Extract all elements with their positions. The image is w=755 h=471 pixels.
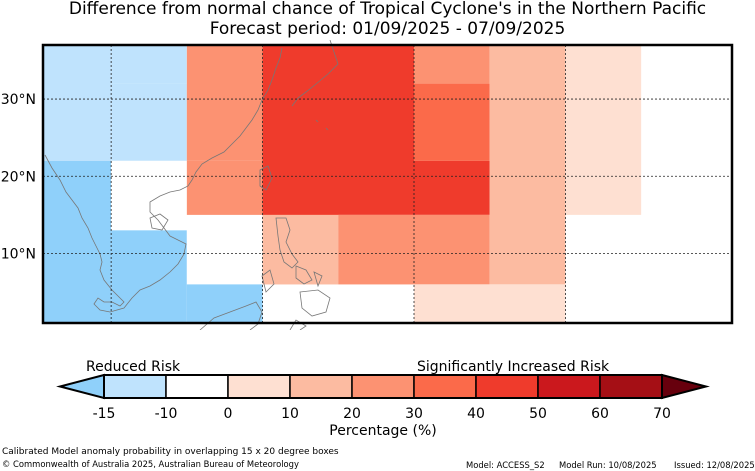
risk-cells (43, 45, 732, 323)
risk-map: 100°E120°E140°E160°E30°N20°N10°N (1, 40, 734, 330)
colorbar-bin (289, 374, 353, 399)
coastline-japan (291, 40, 339, 107)
lat-tick-label: 20°N (1, 169, 36, 185)
risk-cell (111, 45, 187, 84)
colorbar-bin (103, 374, 167, 399)
risk-cell (489, 45, 566, 285)
coastline-luzon (275, 217, 299, 269)
coastline-mainland (44, 47, 283, 313)
colorbar-bin (351, 374, 415, 399)
colorbar-tick-label: 40 (467, 406, 485, 422)
risk-cell (414, 214, 490, 285)
colorbar-tick-label: 30 (405, 406, 423, 422)
colorbar-bin (599, 374, 663, 399)
risk-cell (111, 230, 187, 323)
coastline-ryukyu (315, 119, 329, 131)
risk-cell (338, 214, 414, 285)
colorbar-axis-label: Percentage (%) (329, 423, 436, 439)
risk-cell (262, 45, 414, 215)
coastline-mindanao (299, 289, 331, 317)
coastline-palawan (261, 269, 275, 293)
colorbar-tick-label: 60 (591, 406, 609, 422)
lat-tick-label: 10°N (1, 247, 36, 263)
risk-cell (641, 45, 732, 323)
coastline-hainan (149, 213, 169, 231)
colorbar-bins (56, 373, 710, 400)
map-title: Difference from normal chance of Tropica… (68, 0, 707, 19)
risk-cell (414, 284, 566, 323)
colorbar-bin (227, 374, 291, 399)
colorbar-over-arrow (661, 373, 710, 400)
axis-labels: 100°E120°E140°E160°E30°N20°N10°N (1, 92, 36, 263)
colorbar-bin (537, 374, 601, 399)
risk-cell (186, 230, 263, 285)
increased-risk-label: Significantly Increased Risk (417, 359, 610, 375)
colorbar-ticks: -15 -10 0 10 20 30 40 50 60 70 (93, 406, 671, 422)
risk-cell (186, 284, 263, 323)
colorbar-tick-label: 50 (529, 406, 547, 422)
risk-cell (565, 45, 642, 215)
colorbar-tick-label: 0 (224, 406, 233, 422)
footer-issued: Issued: 12/08/2025 (674, 460, 755, 470)
risk-cell (338, 284, 414, 323)
colorbar-outline (103, 374, 663, 399)
footer-copyright: © Commonwealth of Australia 2025, Austra… (2, 459, 299, 469)
footer-note: Calibrated Model anomaly probability in … (2, 447, 339, 457)
colorbar-tick-label: 20 (343, 406, 361, 422)
colorbar-tick-label: -15 (93, 406, 116, 422)
colorbar-tick-label: 70 (653, 406, 671, 422)
risk-cell (262, 214, 339, 285)
colorbar-under-arrow (56, 373, 105, 400)
risk-cell (262, 284, 339, 323)
risk-cell (414, 83, 490, 161)
reduced-risk-label: Reduced Risk (86, 359, 181, 375)
risk-cell (414, 160, 490, 215)
risk-cell (186, 160, 263, 215)
risk-cell (111, 83, 187, 161)
coastlines (44, 40, 339, 330)
coastline-taiwan (259, 165, 273, 191)
risk-cell (186, 45, 263, 161)
coastline-visayas (295, 265, 323, 288)
risk-cell (414, 45, 490, 84)
risk-cell (43, 160, 112, 323)
colorbar: Reduced Risk Significantly Increased Ris… (56, 359, 710, 439)
map-frame (41, 43, 734, 325)
colorbar-tick-label: 10 (281, 406, 299, 422)
colorbar-bin (413, 374, 477, 399)
colorbar-bin (165, 374, 229, 399)
forecast-period: Forecast period: 01/09/2025 - 07/09/2025 (209, 19, 566, 39)
footer-model-run: Model Run: 10/08/2025 (559, 460, 657, 470)
lat-tick-label: 30°N (1, 92, 36, 108)
lat-lon-grid (43, 45, 732, 323)
colorbar-tick-label: -10 (155, 406, 178, 422)
risk-cell (43, 45, 112, 161)
risk-cell (111, 160, 187, 231)
colorbar-bin (475, 374, 539, 399)
footer-model: Model: ACCESS_S2 (466, 460, 545, 470)
